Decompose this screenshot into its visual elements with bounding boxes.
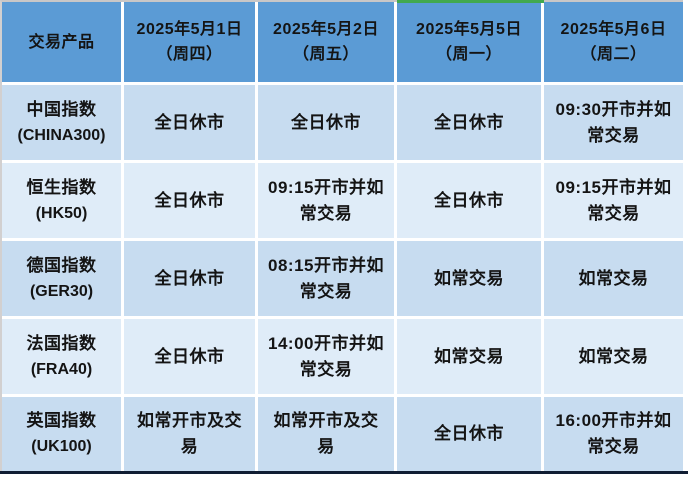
header-date-text: 2025年5月2日: [273, 21, 379, 38]
header-cell-date-may5: 2025年5月5日 （周一）: [397, 2, 541, 82]
product-name: 英国指数: [26, 411, 97, 430]
trading-schedule-table: 交易产品 2025年5月1日 （周四） 2025年5月2日 （周五） 2025年…: [0, 0, 683, 471]
product-code: (FRA40): [30, 360, 93, 378]
schedule-cell: 09:15开市并如常交易: [544, 163, 683, 238]
header-date-text: 2025年5月1日: [136, 21, 243, 38]
header-cell-product: 交易产品: [2, 2, 121, 82]
product-name: 法国指数: [26, 333, 97, 353]
schedule-cell: 全日休市: [124, 163, 255, 238]
product-code: (UK100): [31, 438, 92, 455]
schedule-cell: 如常交易: [544, 241, 683, 316]
schedule-cell: 全日休市: [124, 241, 255, 316]
product-code: (CHINA300): [17, 126, 106, 144]
product-name: 恒生指数: [26, 177, 97, 197]
schedule-cell: 如常交易: [544, 319, 683, 394]
header-date-text: 2025年5月6日: [560, 21, 667, 38]
table-bottom-border: [0, 471, 688, 474]
header-weekday-text: （周四）: [156, 46, 223, 63]
green-highlight-bar: [397, 0, 544, 3]
schedule-cell: 09:30开市并如常交易: [544, 85, 683, 160]
product-cell-uk100: 英国指数 (UK100): [2, 397, 121, 471]
header-cell-date-may1: 2025年5月1日 （周四）: [124, 2, 255, 82]
header-weekday-text: （周五）: [292, 46, 359, 63]
product-cell-hk50: 恒生指数 (HK50): [2, 163, 121, 238]
schedule-cell: 全日休市: [258, 85, 394, 160]
schedule-cell: 全日休市: [397, 85, 541, 160]
schedule-cell: 全日休市: [124, 85, 255, 160]
schedule-cell: 如常交易: [397, 241, 541, 316]
header-weekday-text: （周二）: [580, 46, 647, 63]
schedule-cell: 全日休市: [397, 397, 541, 471]
product-cell-fra40: 法国指数 (FRA40): [2, 319, 121, 394]
schedule-cell: 全日休市: [397, 163, 541, 238]
header-cell-date-may6: 2025年5月6日 （周二）: [544, 2, 683, 82]
header-date-text: 2025年5月5日: [416, 21, 522, 38]
header-cell-date-may2: 2025年5月2日 （周五）: [258, 2, 394, 82]
schedule-cell: 16:00开市并如常交易: [544, 397, 683, 471]
schedule-cell: 14:00开市并如常交易: [258, 319, 394, 394]
product-cell-china300: 中国指数 (CHINA300): [2, 85, 121, 160]
product-code: (GER30): [29, 282, 94, 300]
schedule-cell: 08:15开市并如常交易: [258, 241, 394, 316]
schedule-cell: 全日休市: [124, 319, 255, 394]
schedule-cell: 09:15开市并如常交易: [258, 163, 394, 238]
product-name: 中国指数: [26, 99, 97, 119]
product-cell-ger30: 德国指数 (GER30): [2, 241, 121, 316]
schedule-cell: 如常交易: [397, 319, 541, 394]
product-code: (HK50): [35, 204, 88, 222]
schedule-cell: 如常开市及交易: [124, 397, 255, 471]
header-weekday-text: （周一）: [435, 46, 502, 63]
schedule-cell: 如常开市及交易: [258, 397, 394, 471]
product-name: 德国指数: [26, 255, 97, 275]
